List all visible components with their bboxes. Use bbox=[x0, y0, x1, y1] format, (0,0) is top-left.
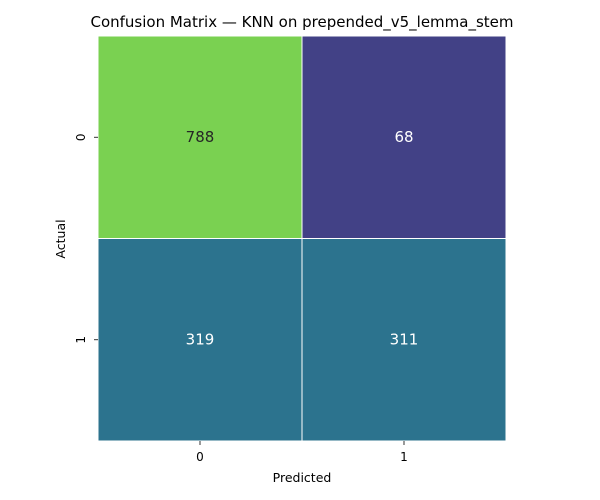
y-axis-ticks: 01 bbox=[74, 133, 98, 344]
x-tick-label: 0 bbox=[196, 450, 204, 464]
cell-value-label-1-0: 319 bbox=[186, 330, 215, 348]
cell-value-label-1-1: 311 bbox=[390, 330, 419, 348]
chart-title: Confusion Matrix — KNN on prepended_v5_l… bbox=[90, 13, 513, 32]
cell-value-label-0-0: 788 bbox=[186, 128, 215, 146]
x-axis-label: Predicted bbox=[273, 470, 332, 485]
x-tick-label: 1 bbox=[400, 450, 408, 464]
y-tick-label: 0 bbox=[74, 133, 88, 141]
cell-value-label-0-1: 68 bbox=[394, 128, 413, 146]
heatmap-cell-0-0 bbox=[97, 35, 303, 239]
heatmap-cell-1-1 bbox=[301, 238, 507, 442]
heatmap-cells: 788 68 319 311 bbox=[97, 35, 507, 442]
y-tick-label: 1 bbox=[74, 336, 88, 344]
y-axis-label: Actual bbox=[53, 219, 68, 258]
heatmap-cell-0-1 bbox=[301, 35, 507, 239]
heatmap-cell-1-0 bbox=[97, 238, 303, 442]
